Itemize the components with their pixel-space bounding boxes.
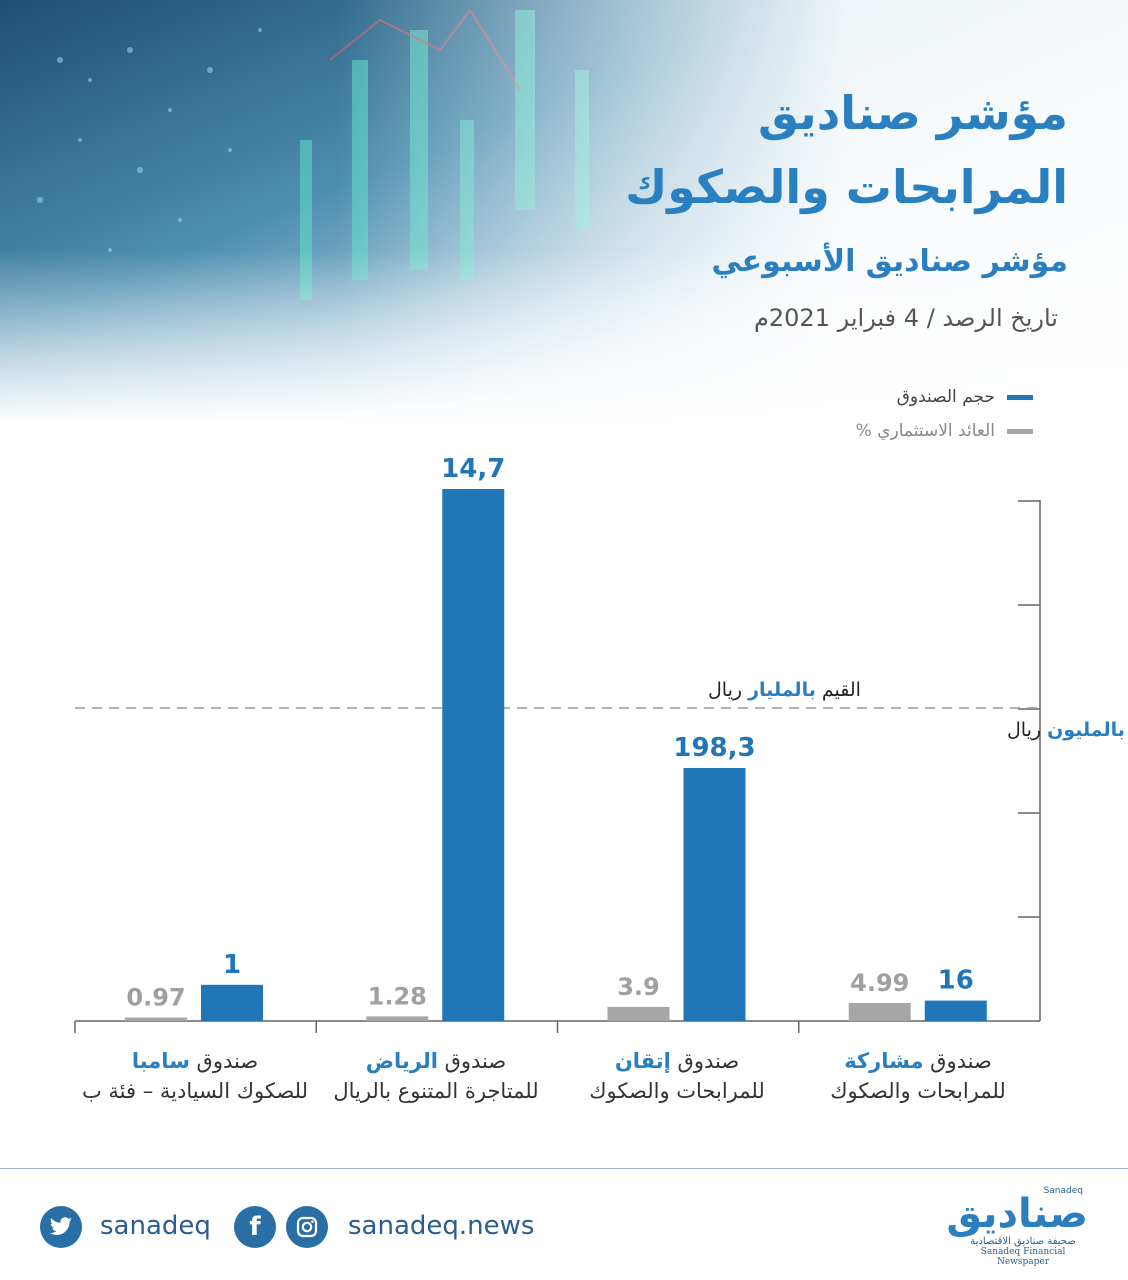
- bar-yield-0: [125, 1017, 187, 1021]
- legend-yield-label: العائد الاستثماري %: [855, 421, 995, 441]
- twitter-icon[interactable]: [40, 1206, 82, 1248]
- category-label-riyad: صندوق الرياض للمتاجرة المتنوع بالريال: [333, 1049, 539, 1103]
- chart-axes: [74, 500, 1041, 1033]
- value-label-size-3: 16: [938, 966, 974, 996]
- bar-size-2: [683, 768, 746, 1021]
- value-label-size-2: 198,3: [673, 733, 755, 763]
- title-line-1: مؤشر صناديق: [757, 86, 1068, 140]
- value-label-yield-1: 1.28: [368, 982, 427, 1010]
- value-label-size-1: 14,7: [441, 454, 505, 484]
- logo-tagline-ar: صحيفة صناديق الاقتصادية: [970, 1236, 1076, 1247]
- hero-background: [0, 0, 1128, 470]
- category-label-samba: صندوق سامبا للصكوك السيادية – فئة ب: [81, 1049, 309, 1103]
- title-line-2: المرابحات والصكوك: [625, 160, 1068, 214]
- value-label-size-0: 1: [223, 950, 241, 980]
- chart-bars: [125, 489, 987, 1021]
- category-label-itqan: صندوق إتقان للمرابحات والصكوك: [589, 1049, 765, 1103]
- value-label-yield-0: 0.97: [126, 984, 185, 1012]
- legend-size-swatch: [1007, 394, 1033, 400]
- date-line: تاريخ الرصد / 4 فبراير 2021م: [754, 304, 1058, 332]
- scale-note-million: القيم بالمليون ريال: [1007, 719, 1128, 741]
- category-label-musharaka: صندوق مشاركة للمرابحات والصكوك: [830, 1049, 1006, 1103]
- instagram-icon[interactable]: [286, 1206, 328, 1248]
- subtitle: مؤشر صناديق الأسبوعي: [711, 244, 1068, 279]
- scale-note-billion: القيم بالمليار ريال: [708, 679, 861, 701]
- bar-yield-1: [366, 1016, 429, 1021]
- bar-chart: 1 0.97 14,7 1.28 198,3 3.9 16 4.99 القيم بالملي…: [74, 454, 1128, 1033]
- logo-tagline-en: Sanadeq Financial Newspaper: [980, 1247, 1066, 1267]
- scale-notes: القيم بالمليار ريال القيم بالمليون ريال: [708, 679, 1128, 741]
- legend-size-label: حجم الصندوق: [896, 387, 995, 407]
- value-label-yield-3: 4.99: [850, 969, 909, 997]
- chart-value-labels: 1 0.97 14,7 1.28 198,3 3.9 16 4.99: [126, 454, 973, 1012]
- legend-size: حجم الصندوق: [897, 387, 1033, 407]
- logo-small-text: Sanadeq: [1043, 1186, 1083, 1196]
- bar-yield-2: [607, 1006, 670, 1021]
- sanadeq-logo: Sanadeq صناديق صحيفة صناديق الاقتصادية S…: [946, 1186, 1088, 1267]
- facebook-icon[interactable]: f: [234, 1206, 276, 1248]
- bar-size-0: [201, 984, 263, 1021]
- bar-size-3: [924, 1000, 987, 1021]
- twitter-handle[interactable]: sanadeq: [100, 1211, 211, 1241]
- logo-text: صناديق: [946, 1191, 1088, 1237]
- footer-divider: [0, 1168, 1128, 1169]
- bar-size-1: [442, 489, 505, 1021]
- bar-yield-3: [848, 1003, 911, 1021]
- legend-yield-swatch: [1007, 428, 1033, 434]
- website-link[interactable]: sanadeq.news: [348, 1211, 535, 1241]
- value-label-yield-2: 3.9: [617, 973, 660, 1001]
- legend-yield: العائد الاستثماري %: [856, 421, 1033, 441]
